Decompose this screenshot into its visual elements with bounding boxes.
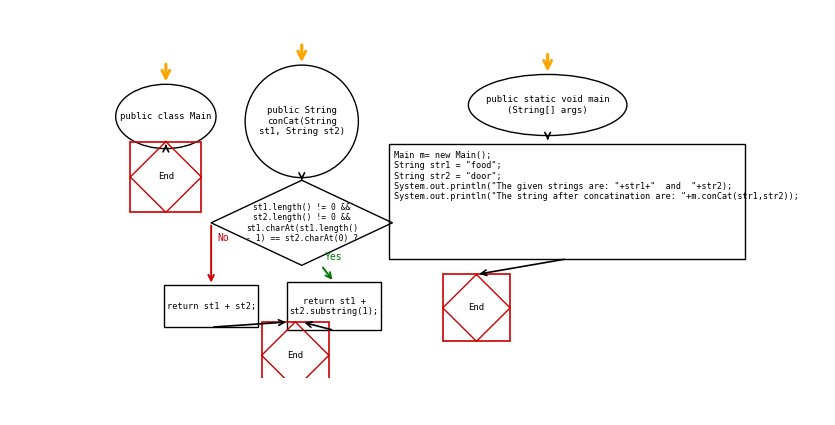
Text: Main m= new Main();
String str1 = "food";
String str2 = "door";
System.out.print: Main m= new Main(); String str1 = "food"… [394, 151, 799, 201]
Text: End: End [468, 303, 484, 312]
Text: End: End [287, 351, 303, 360]
Text: return st1 + st2;: return st1 + st2; [166, 302, 256, 311]
Text: End: End [158, 173, 174, 181]
Text: st1.length() != 0 &&
st2.length() != 0 &&
st1.charAt(st1.length()
- 1) == st2.ch: st1.length() != 0 && st2.length() != 0 &… [245, 203, 358, 243]
Text: Yes: Yes [324, 252, 342, 263]
Text: public String
conCat(String
st1, String st2): public String conCat(String st1, String … [259, 106, 345, 136]
Text: public static void main
(String[] args): public static void main (String[] args) [486, 95, 610, 115]
Text: No: No [218, 233, 230, 243]
Text: public class Main: public class Main [120, 112, 211, 121]
Text: return st1 +
st2.substring(1);: return st1 + st2.substring(1); [290, 297, 379, 316]
